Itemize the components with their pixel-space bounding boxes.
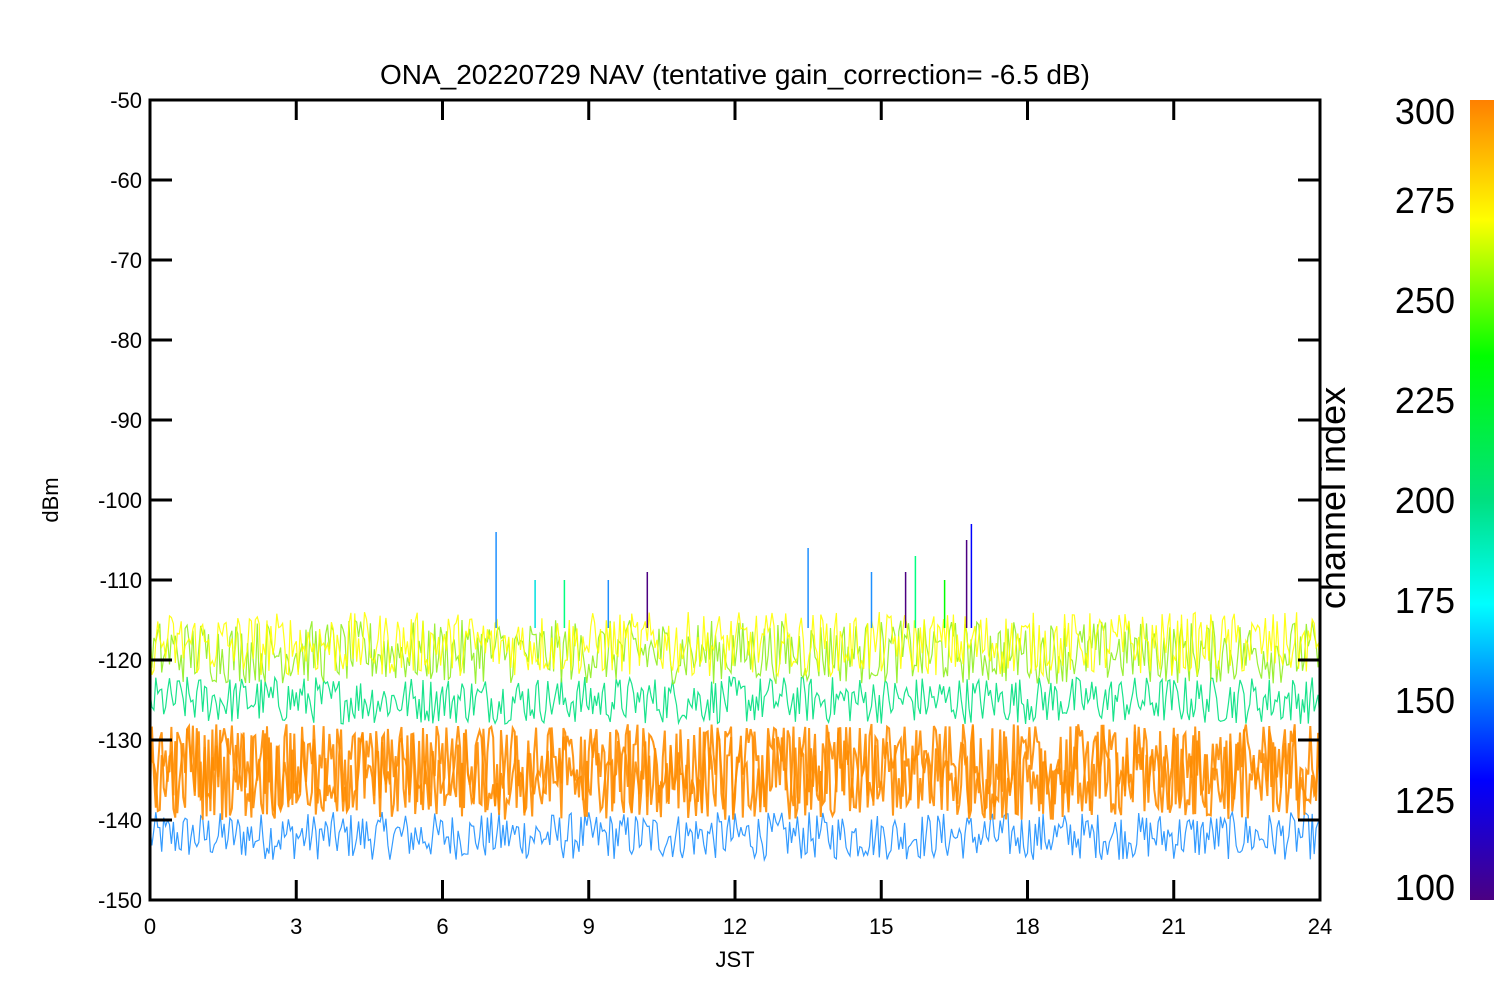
x-tick-label: 6 bbox=[436, 914, 448, 939]
y-tick-label: -150 bbox=[98, 888, 142, 913]
y-tick-label: -90 bbox=[110, 408, 142, 433]
chart-title: ONA_20220729 NAV (tentative gain_correct… bbox=[380, 59, 1090, 90]
x-tick-label: 18 bbox=[1015, 914, 1039, 939]
y-tick-label: -80 bbox=[110, 328, 142, 353]
x-tick-label: 3 bbox=[290, 914, 302, 939]
y-tick-label: -130 bbox=[98, 728, 142, 753]
x-tick-label: 21 bbox=[1162, 914, 1186, 939]
x-tick-label: 12 bbox=[723, 914, 747, 939]
colorbar-label: channel index bbox=[1312, 387, 1353, 609]
series-band bbox=[150, 619, 1320, 685]
series-band bbox=[150, 724, 1320, 820]
series-band bbox=[150, 611, 1320, 678]
x-tick-label: 24 bbox=[1308, 914, 1332, 939]
y-tick-label: -120 bbox=[98, 648, 142, 673]
colorbar-tick-label: 125 bbox=[1395, 780, 1455, 821]
x-axis-label: JST bbox=[715, 947, 754, 972]
colorbar-tick-label: 250 bbox=[1395, 280, 1455, 321]
colorbar-tick-label: 200 bbox=[1395, 480, 1455, 521]
x-tick-label: 15 bbox=[869, 914, 893, 939]
colorbar-tick-label: 175 bbox=[1395, 580, 1455, 621]
colorbar bbox=[1470, 100, 1494, 900]
y-tick-label: -110 bbox=[100, 568, 142, 593]
colorbar-tick-label: 225 bbox=[1395, 380, 1455, 421]
axis-ticks: 0 3 6 9 12 15 18 21 24 -50 -60 -70 -80 -90 -100 -110 -12… bbox=[98, 88, 1332, 939]
series-band bbox=[150, 675, 1320, 726]
y-tick-label: -100 bbox=[98, 488, 142, 513]
series-band bbox=[150, 809, 1320, 863]
colorbar-tick-label: 150 bbox=[1395, 680, 1455, 721]
colorbar-tick-label: 275 bbox=[1395, 180, 1455, 221]
y-tick-label: -140 bbox=[98, 808, 142, 833]
plot-data bbox=[150, 524, 1320, 863]
y-axis-label: dBm bbox=[38, 477, 63, 522]
y-tick-label: -60 bbox=[110, 168, 142, 193]
x-tick-label: 0 bbox=[144, 914, 156, 939]
colorbar-ticks: 300 275 250 225 200 175 150 125 100 bbox=[1395, 91, 1455, 908]
colorbar-tick-label: 100 bbox=[1395, 867, 1455, 908]
colorbar-tick-label: 300 bbox=[1395, 91, 1455, 132]
x-tick-label: 9 bbox=[583, 914, 595, 939]
y-tick-label: -50 bbox=[110, 88, 142, 113]
plot-frame bbox=[148, 98, 1322, 902]
y-tick-label: -70 bbox=[110, 248, 142, 273]
